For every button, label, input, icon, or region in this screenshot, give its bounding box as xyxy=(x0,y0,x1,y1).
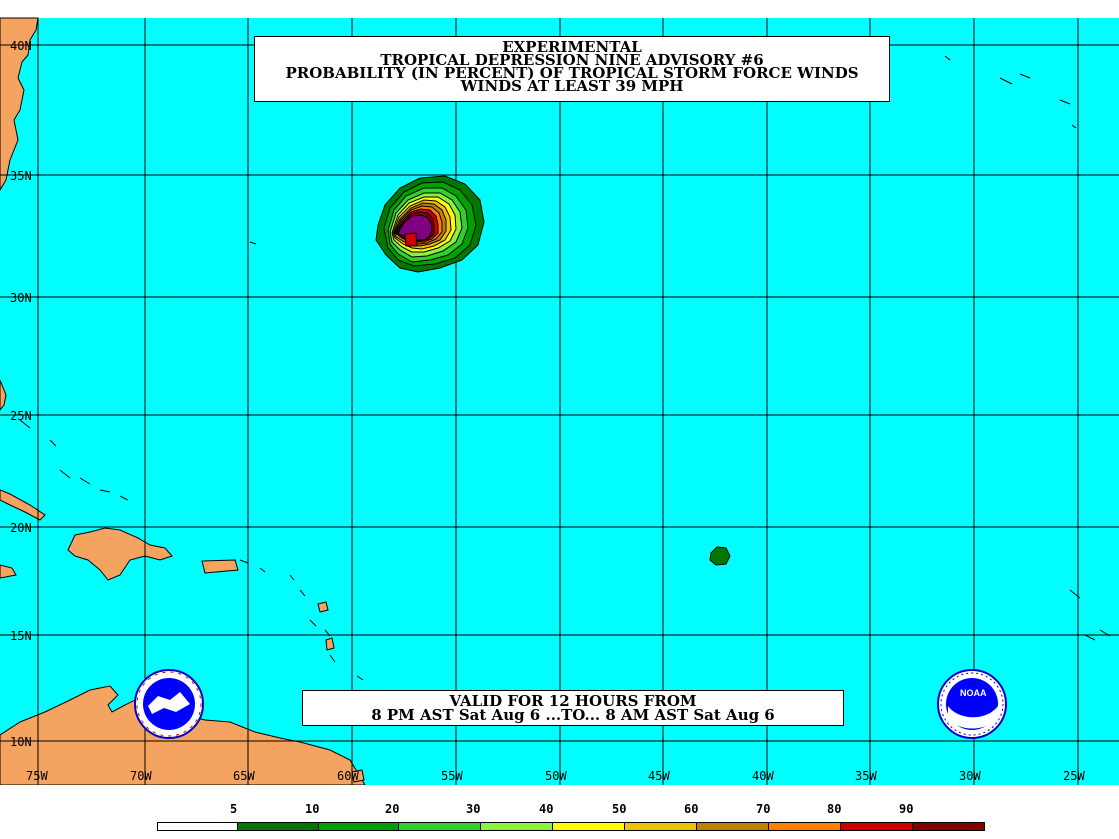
latitude-labels: 40N 35N 30N 25N 20N 15N 10N xyxy=(10,39,32,749)
lon-label: 30W xyxy=(959,769,981,783)
lat-label: 35N xyxy=(10,169,32,183)
legend-swatch xyxy=(552,822,625,831)
legend-swatch xyxy=(318,822,399,831)
lon-label: 70W xyxy=(130,769,152,783)
lat-label: 30N xyxy=(10,291,32,305)
hispaniola xyxy=(67,527,173,581)
lon-label: 60W xyxy=(337,769,359,783)
lat-label: 15N xyxy=(10,629,32,643)
us-east-coast xyxy=(0,17,39,191)
lon-label: 55W xyxy=(441,769,463,783)
legend-label: 60 xyxy=(684,802,699,816)
longitude-labels: 75W 70W 65W 60W 55W 50W 45W 40W 35W 30W … xyxy=(26,769,1085,783)
legend-label: 30 xyxy=(466,802,481,816)
storm-eye xyxy=(404,232,418,247)
lon-label: 25W xyxy=(1063,769,1085,783)
lat-label: 10N xyxy=(10,735,32,749)
small-contour xyxy=(709,546,731,566)
noaa-logo: NOAA xyxy=(937,669,1007,739)
title-line-2: TROPICAL DEPRESSION NINE ADVISORY #6 xyxy=(380,51,764,69)
title-line-4: WINDS AT LEAST 39 MPH xyxy=(460,77,684,95)
legend-swatch xyxy=(480,822,553,831)
legend-label: 40 xyxy=(539,802,554,816)
legend-label: 10 xyxy=(305,802,320,816)
legend-label: 80 xyxy=(827,802,842,816)
title-line-1: EXPERIMENTAL xyxy=(502,38,642,56)
legend-label: 50 xyxy=(612,802,627,816)
probability-contours xyxy=(375,175,731,566)
lon-label: 75W xyxy=(26,769,48,783)
lat-label: 25N xyxy=(10,409,32,423)
legend-swatch xyxy=(624,822,697,831)
cuba-east xyxy=(0,564,17,579)
nws-logo xyxy=(134,669,204,739)
legend-label: 5 xyxy=(230,802,238,816)
legend: 5 10 20 30 40 50 60 70 80 90 xyxy=(0,785,1119,839)
lon-label: 45W xyxy=(648,769,670,783)
lat-label: 40N xyxy=(10,39,32,53)
lon-label: 65W xyxy=(233,769,255,783)
cuba xyxy=(0,489,46,521)
trinidad xyxy=(351,769,365,783)
title-box: EXPERIMENTAL TROPICAL DEPRESSION NINE AD… xyxy=(254,36,890,102)
legend-label: 90 xyxy=(899,802,914,816)
lat-label: 20N xyxy=(10,521,32,535)
legend-swatch xyxy=(912,822,985,831)
legend-swatch xyxy=(768,822,841,831)
valid-box: VALID FOR 12 HOURS FROM 8 PM AST Sat Aug… xyxy=(302,690,844,726)
lon-label: 40W xyxy=(752,769,774,783)
valid-line-2: 8 PM AST Sat Aug 6 ...TO... 8 AM AST Sat… xyxy=(371,706,775,724)
martinique xyxy=(325,637,335,651)
lon-label: 50W xyxy=(545,769,567,783)
legend-label: 20 xyxy=(385,802,400,816)
legend-swatch xyxy=(157,822,238,831)
legend-swatch xyxy=(237,822,319,831)
lon-label: 35W xyxy=(855,769,877,783)
legend-swatch xyxy=(840,822,913,831)
puerto-rico xyxy=(201,559,239,574)
valid-line-1: VALID FOR 12 HOURS FROM xyxy=(449,692,697,710)
legend-label: 70 xyxy=(756,802,771,816)
noaa-logo-text: NOAA xyxy=(960,688,987,698)
legend-swatch xyxy=(696,822,769,831)
florida xyxy=(0,379,7,411)
title-line-3: PROBABILITY (IN PERCENT) OF TROPICAL STO… xyxy=(285,64,859,82)
guadeloupe xyxy=(317,601,329,613)
legend-swatch xyxy=(398,822,481,831)
